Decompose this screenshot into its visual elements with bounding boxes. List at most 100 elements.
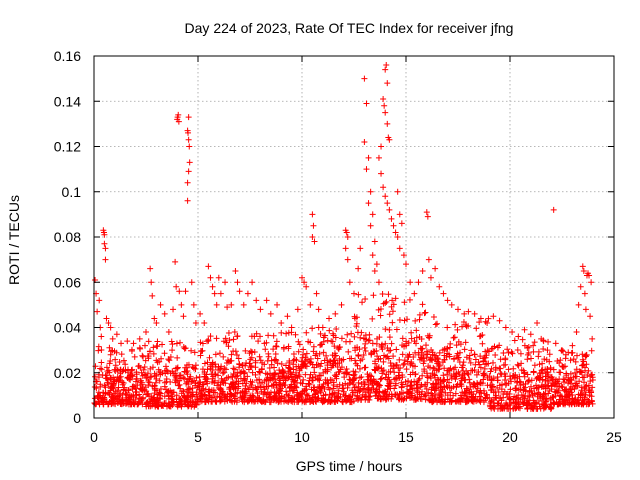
band-point — [361, 335, 368, 342]
band-point — [474, 381, 481, 388]
band-point — [560, 348, 567, 355]
band-point — [406, 296, 413, 303]
data-point — [344, 234, 351, 240]
band-point — [354, 396, 361, 403]
band-point — [242, 362, 249, 369]
band-point — [346, 355, 353, 362]
band-point — [324, 357, 331, 364]
data-point — [186, 159, 193, 166]
data-point — [244, 290, 251, 297]
band-point — [583, 352, 590, 359]
band-point — [237, 390, 244, 397]
band-point — [290, 395, 297, 402]
data-point — [188, 279, 195, 286]
band-point — [424, 379, 431, 386]
band-point — [461, 346, 468, 353]
band-point — [291, 378, 298, 385]
band-point — [153, 387, 160, 394]
band-point — [329, 398, 336, 405]
band-point — [482, 361, 489, 368]
x-tick-label: 0 — [90, 429, 98, 445]
axis-ticks: 0 5 10 15 20 25 0 0.02 0.04 0.06 0.08 0.1 0.12 0.14 0.… — [54, 48, 622, 445]
band-point — [415, 349, 422, 356]
band-point — [530, 369, 537, 376]
band-point — [485, 360, 492, 367]
data-point — [157, 301, 164, 308]
band-point — [565, 393, 572, 400]
band-point — [459, 389, 466, 396]
band-point — [544, 377, 551, 384]
data-point — [201, 319, 208, 326]
band-point — [448, 385, 455, 392]
band-point — [510, 399, 517, 406]
data-point — [375, 279, 382, 286]
band-point — [501, 388, 508, 395]
data-point — [149, 292, 156, 299]
band-point — [359, 299, 366, 306]
band-point — [159, 341, 166, 348]
band-point — [259, 359, 266, 366]
band-point — [550, 381, 557, 388]
band-point — [581, 379, 588, 386]
band-point — [315, 361, 322, 368]
band-point — [430, 314, 437, 321]
band-point — [429, 381, 436, 388]
data-point — [182, 288, 189, 295]
band-point — [424, 351, 431, 358]
band-point — [191, 365, 198, 372]
band-point — [542, 404, 549, 411]
data-point — [151, 315, 158, 322]
band-point — [568, 386, 575, 393]
band-point — [234, 369, 241, 376]
band-point — [526, 389, 533, 396]
band-point — [235, 378, 242, 385]
data-point — [357, 245, 364, 252]
band-point — [119, 397, 126, 404]
band-point — [293, 363, 300, 370]
band-point — [540, 345, 547, 352]
data-point — [440, 290, 447, 297]
data-point — [490, 313, 497, 320]
band-point — [494, 400, 501, 407]
band-point — [358, 374, 365, 381]
band-point — [380, 358, 387, 365]
band-point — [360, 351, 367, 358]
band-point — [300, 376, 307, 383]
band-point — [358, 381, 365, 388]
band-point — [172, 379, 179, 386]
band-point — [578, 387, 585, 394]
band-point — [315, 376, 322, 383]
band-point — [170, 389, 177, 396]
band-point — [146, 393, 153, 400]
band-point — [290, 351, 297, 358]
band-point — [427, 355, 434, 362]
band-point — [469, 367, 476, 374]
data-point — [332, 310, 339, 317]
band-point — [230, 336, 237, 343]
band-point — [426, 397, 433, 404]
band-point — [120, 357, 127, 364]
band-point — [569, 395, 576, 402]
band-point — [133, 375, 140, 382]
data-point — [351, 290, 357, 297]
band-point — [257, 333, 264, 340]
data-point — [380, 184, 387, 191]
band-point — [277, 377, 284, 384]
band-point — [486, 373, 493, 380]
data-point — [386, 136, 393, 143]
band-point — [439, 359, 446, 366]
band-point — [444, 376, 451, 383]
data-point — [190, 301, 197, 308]
band-point — [407, 382, 414, 389]
data-point — [165, 329, 172, 336]
band-point — [264, 374, 271, 381]
data-point — [103, 315, 110, 322]
band-point — [396, 374, 403, 381]
band-point — [428, 386, 435, 393]
band-point — [579, 374, 586, 381]
band-point — [339, 385, 346, 392]
band-point — [369, 315, 376, 322]
band-point — [279, 382, 286, 389]
band-point — [143, 374, 150, 381]
data-point — [207, 274, 214, 281]
